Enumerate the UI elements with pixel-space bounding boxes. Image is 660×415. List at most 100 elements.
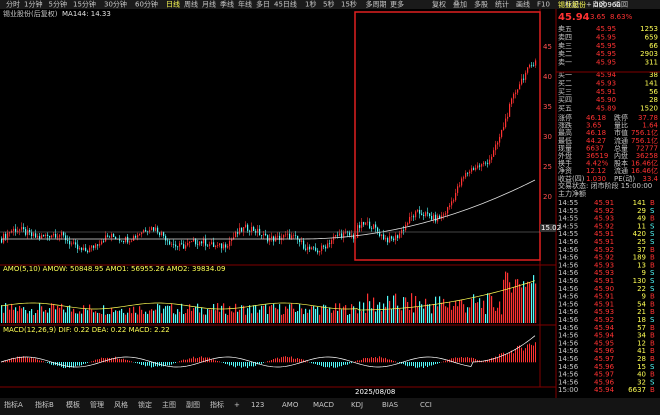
book-label: 买五 xyxy=(558,105,572,113)
volume-bar xyxy=(429,304,431,323)
volume-bar xyxy=(317,306,319,323)
trade-side: B xyxy=(650,261,655,269)
candle-body xyxy=(163,231,165,237)
status-item[interactable]: KDJ xyxy=(351,401,363,409)
tool-button[interactable]: 返回 xyxy=(614,1,628,9)
status-item[interactable]: 指标B xyxy=(35,400,54,409)
tool-button[interactable]: +自选 xyxy=(586,0,606,9)
volume-bar xyxy=(265,304,267,323)
macd-bar xyxy=(97,359,98,363)
volume-bar xyxy=(213,304,215,323)
period-tab[interactable]: 周线 xyxy=(184,0,198,9)
period-tab[interactable]: 15分钟 xyxy=(73,0,96,9)
period-tab[interactable]: 1秒 xyxy=(305,0,316,9)
macd-bar xyxy=(405,362,406,366)
macd-bar xyxy=(361,359,362,363)
macd-bar xyxy=(431,362,432,366)
candle-body xyxy=(267,235,269,242)
volume-bar xyxy=(233,312,235,323)
status-item[interactable]: + xyxy=(234,401,240,409)
status-item[interactable]: MACD xyxy=(313,401,334,409)
status-item[interactable]: 指标 xyxy=(210,400,224,409)
trade-price: 45.91 xyxy=(594,230,614,238)
macd-bar xyxy=(517,345,518,363)
volume-bar xyxy=(411,293,413,323)
macd-bar xyxy=(23,356,24,363)
macd-bar xyxy=(263,362,264,363)
volume-bar xyxy=(329,307,331,323)
period-tab[interactable]: 60分钟 xyxy=(135,0,158,9)
period-tab[interactable]: 1分钟 xyxy=(24,0,42,9)
volume-bar xyxy=(535,283,537,323)
candle-body xyxy=(253,227,255,231)
volume-bar xyxy=(325,305,327,323)
tool-button[interactable]: 复权 xyxy=(432,0,446,9)
macd-bar xyxy=(491,357,492,363)
volume-bar xyxy=(257,312,259,323)
period-tab[interactable]: 年线 xyxy=(238,0,252,9)
period-tab[interactable]: 45日线 xyxy=(274,0,297,9)
status-item[interactable]: BIAS xyxy=(382,401,399,409)
candle-body xyxy=(137,235,139,238)
trade-price: 45.91 xyxy=(594,238,614,246)
tool-button[interactable]: 叠加 xyxy=(453,0,467,9)
period-tab[interactable]: 15秒 xyxy=(341,0,357,9)
candle-body xyxy=(381,234,383,236)
period-tab[interactable]: 多日 xyxy=(256,0,270,9)
macd-bar xyxy=(455,357,456,363)
volume-bar xyxy=(225,313,227,323)
volume-bar xyxy=(313,306,315,323)
book-price: 45.90 xyxy=(596,96,616,104)
macd-bar xyxy=(339,362,340,367)
status-item[interactable]: 风格 xyxy=(114,400,128,409)
price-tag-bg xyxy=(540,224,556,232)
trade-side: S xyxy=(650,269,655,277)
candle-body xyxy=(423,214,425,216)
status-item[interactable]: 管理 xyxy=(90,400,104,409)
volume-bar xyxy=(493,307,495,323)
macd-bar xyxy=(67,362,68,368)
status-item[interactable]: AMO xyxy=(282,401,299,409)
tool-button[interactable]: F10 xyxy=(537,1,550,9)
volume-bar xyxy=(127,312,129,323)
period-tab[interactable]: 30分钟 xyxy=(104,0,127,9)
status-item[interactable]: 模板 xyxy=(66,400,80,409)
candle-body xyxy=(143,230,145,233)
candle-body xyxy=(85,247,87,252)
macd-bar xyxy=(531,344,532,363)
period-tab[interactable]: 月线 xyxy=(202,0,216,9)
candle-body xyxy=(189,241,191,243)
stat-cell: 换手 xyxy=(558,159,572,168)
highlight-box xyxy=(354,11,541,261)
stat-cell: 1.030 xyxy=(586,175,606,183)
period-tab[interactable]: 更多 xyxy=(390,0,404,9)
period-tab[interactable]: 季线 xyxy=(220,0,234,9)
candle-body xyxy=(425,212,427,216)
period-tab[interactable]: 5秒 xyxy=(323,0,334,9)
tool-button[interactable]: 统计 xyxy=(495,0,509,9)
status-item[interactable]: 锁定 xyxy=(138,400,152,409)
candle-body xyxy=(35,233,37,238)
period-tab[interactable]: 日线 xyxy=(166,0,180,9)
macd-bar xyxy=(131,361,132,363)
candle-body xyxy=(63,232,65,236)
tool-button[interactable]: 多股 xyxy=(474,0,488,9)
macd-bar xyxy=(399,362,400,364)
status-item[interactable]: 主图 xyxy=(162,400,176,409)
period-tab[interactable]: 多周期 xyxy=(366,0,387,9)
price-pct: 8.63% xyxy=(610,13,633,21)
status-item[interactable]: 123 xyxy=(251,401,264,409)
period-tab[interactable]: 5分钟 xyxy=(49,0,67,9)
period-tab[interactable]: 分时 xyxy=(6,0,20,9)
candle-body xyxy=(317,250,319,253)
tool-button[interactable]: 画线 xyxy=(516,0,530,9)
macd-bar xyxy=(81,362,82,366)
volume-bar xyxy=(271,304,273,323)
tool-button[interactable]: 标记 xyxy=(565,0,579,9)
status-item[interactable]: 副图 xyxy=(186,400,200,409)
status-item[interactable]: CCI xyxy=(420,401,432,409)
volume-bar xyxy=(305,308,307,323)
macd-bar xyxy=(43,361,44,363)
status-item[interactable]: 指标A xyxy=(4,400,23,409)
candle-body xyxy=(459,185,461,187)
